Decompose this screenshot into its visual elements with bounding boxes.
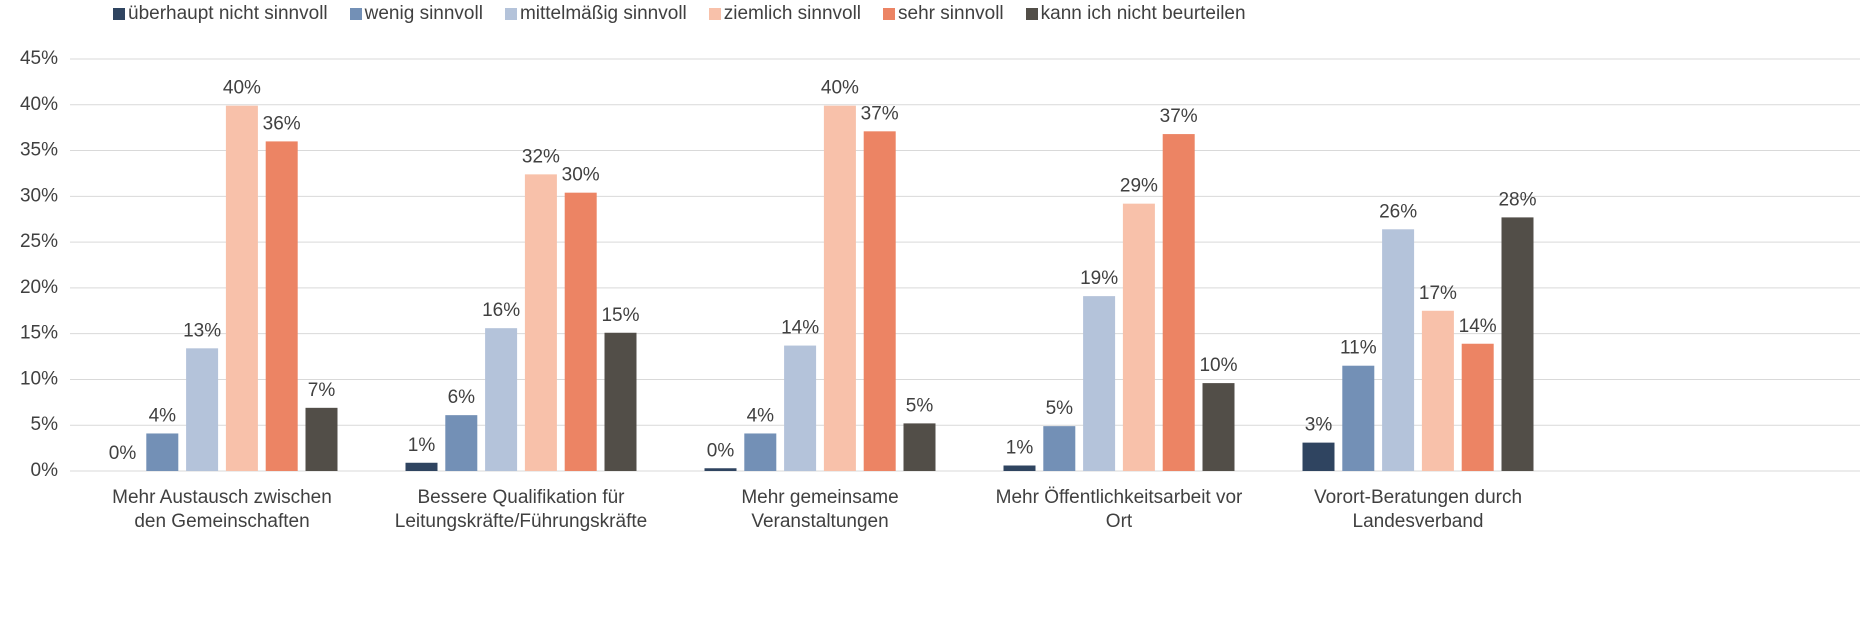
legend-label: mittelmäßig sinnvoll xyxy=(519,3,687,24)
data-label: 5% xyxy=(1046,398,1074,419)
data-label: 4% xyxy=(149,405,177,426)
legend: überhaupt nicht sinnvoll wenig sinnvoll mi… xyxy=(113,3,1246,25)
bar xyxy=(604,332,637,471)
data-label: 1% xyxy=(1006,438,1034,459)
data-label: 14% xyxy=(1459,316,1497,337)
bar xyxy=(863,131,896,471)
legend-item: wenig sinnvoll xyxy=(349,3,483,25)
bar xyxy=(1083,296,1116,471)
data-label: 0% xyxy=(109,443,137,464)
data-label: 4% xyxy=(747,405,775,426)
data-label: 6% xyxy=(448,387,476,408)
bar xyxy=(1202,383,1235,471)
legend-label: sehr sinnvoll xyxy=(898,3,1004,24)
data-label: 19% xyxy=(1080,268,1118,289)
bar xyxy=(1122,203,1155,471)
bar xyxy=(1043,426,1076,471)
bar xyxy=(564,192,597,471)
bar xyxy=(903,423,936,471)
y-tick-label: 35% xyxy=(20,140,58,161)
y-tick-label: 10% xyxy=(20,368,58,389)
bar xyxy=(524,174,557,472)
y-tick-label: 40% xyxy=(20,94,58,115)
legend-swatch xyxy=(113,8,125,20)
legend-label: ziemlich sinnvoll xyxy=(723,3,862,24)
data-label: 11% xyxy=(1340,338,1377,359)
bar xyxy=(1501,217,1534,471)
legend-label: überhaupt nicht sinnvoll xyxy=(128,3,328,24)
y-tick-label: 25% xyxy=(20,231,58,252)
legend-swatch xyxy=(1025,8,1038,20)
legend-swatch xyxy=(708,8,721,20)
legend-swatch xyxy=(349,8,362,20)
data-label: 26% xyxy=(1379,201,1417,222)
data-label: 37% xyxy=(861,103,899,124)
bar xyxy=(186,348,219,471)
bar xyxy=(823,105,856,472)
bar xyxy=(1302,442,1335,471)
bar xyxy=(225,105,258,472)
x-tick-label: Mehr Austausch zwischen den Gemeinschaft… xyxy=(112,487,332,532)
data-label: 10% xyxy=(1199,355,1237,376)
y-tick-label: 30% xyxy=(20,185,58,206)
data-label: 17% xyxy=(1419,283,1457,304)
data-label: 0% xyxy=(707,440,735,461)
bar xyxy=(405,462,438,471)
bar xyxy=(305,407,338,471)
legend-label: wenig sinnvoll xyxy=(364,3,483,24)
data-label: 37% xyxy=(1160,106,1198,127)
y-tick-label: 15% xyxy=(20,323,58,344)
legend-item: mittelmäßig sinnvoll xyxy=(504,3,687,25)
data-label: 14% xyxy=(781,318,819,339)
data-label: 29% xyxy=(1120,176,1158,197)
legend-item: kann ich nicht beurteilen xyxy=(1025,3,1246,25)
data-label: 3% xyxy=(1305,415,1333,436)
bar xyxy=(1162,134,1195,471)
data-label: 1% xyxy=(408,435,436,456)
x-tick-label: Mehr Öffentlichkeitsarbeit vor Ort xyxy=(995,487,1243,532)
x-tick-label: Mehr gemeinsame Veranstaltungen xyxy=(741,487,899,532)
y-tick-label: 5% xyxy=(31,414,59,435)
data-label: 40% xyxy=(223,78,261,99)
bar xyxy=(1421,310,1454,471)
legend-item: sehr sinnvoll xyxy=(883,3,1004,25)
data-label: 7% xyxy=(308,380,336,401)
data-label: 15% xyxy=(601,305,639,326)
y-tick-label: 45% xyxy=(20,48,58,69)
y-tick-label: 20% xyxy=(20,277,58,298)
bar xyxy=(265,141,298,471)
bar xyxy=(1003,465,1036,471)
bar xyxy=(784,345,817,471)
bar xyxy=(485,328,518,471)
bar xyxy=(1461,343,1494,471)
data-label: 28% xyxy=(1498,189,1536,210)
legend-swatch xyxy=(883,8,896,20)
legend-item: überhaupt nicht sinnvoll xyxy=(113,3,328,25)
y-tick-label: 0% xyxy=(31,460,59,481)
bar xyxy=(146,433,179,471)
data-label: 40% xyxy=(821,78,859,99)
data-label: 36% xyxy=(263,113,301,134)
x-tick-label: Vorort-Beratungen durch Landesverband xyxy=(1313,487,1523,532)
data-label: 16% xyxy=(482,300,520,321)
x-tick-label: Bessere Qualifikation für Leitungskräfte… xyxy=(394,487,648,532)
bar xyxy=(744,433,777,471)
bar xyxy=(1342,365,1375,471)
legend-label: kann ich nicht beurteilen xyxy=(1040,3,1246,24)
data-label: 5% xyxy=(906,395,934,416)
data-label: 30% xyxy=(562,165,600,186)
legend-swatch xyxy=(504,8,517,20)
data-label: 13% xyxy=(183,320,221,341)
bar xyxy=(1382,229,1415,471)
bar xyxy=(704,468,737,471)
data-label: 32% xyxy=(522,146,560,167)
legend-item: ziemlich sinnvoll xyxy=(708,3,862,25)
bar xyxy=(445,415,478,471)
